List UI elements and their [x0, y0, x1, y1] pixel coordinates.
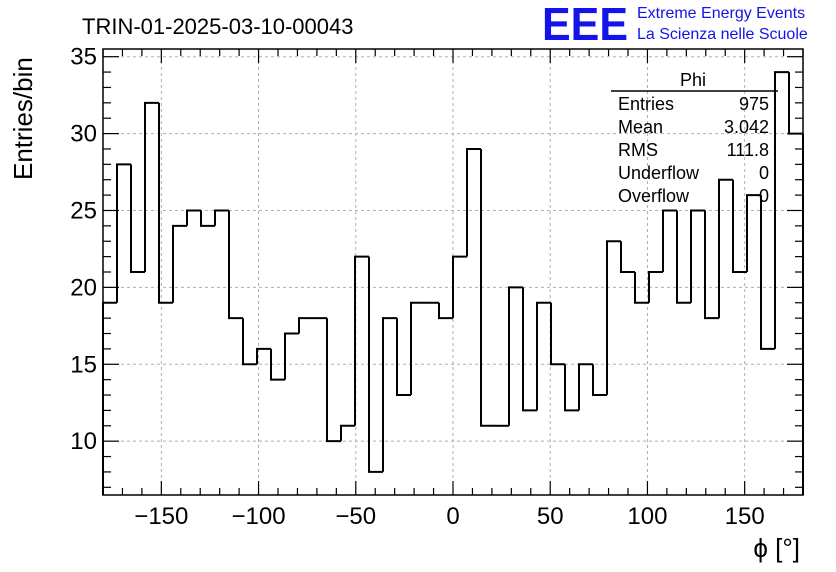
x-axis-label: ϕ [°] — [753, 533, 800, 563]
histogram-bin — [172, 224, 187, 303]
y-tick-label: 30 — [70, 121, 97, 148]
histogram-bin — [564, 364, 579, 412]
histogram-bin — [242, 318, 257, 366]
stats-title: Phi — [680, 70, 706, 90]
eee-logo: EEE — [542, 0, 628, 50]
stats-label-overflow: Overflow — [618, 186, 690, 206]
y-tick-label: 15 — [70, 351, 97, 378]
histogram-bin — [704, 210, 719, 320]
histogram-bin — [746, 194, 761, 272]
histogram-bin — [508, 286, 523, 426]
histogram-bin — [578, 363, 593, 411]
stats-box: Phi Entries 975 Mean 3.042 RMS 111.8 Und… — [611, 70, 778, 206]
histogram-bin — [592, 364, 607, 397]
x-tick-label: 150 — [725, 503, 765, 530]
stats-value-rms: 111.8 — [727, 140, 769, 160]
stats-label-underflow: Underflow — [618, 163, 700, 183]
chart-title: TRIN-01-2025-03-10-00043 — [82, 14, 354, 39]
histogram-bin — [452, 255, 467, 319]
x-tick-label: −50 — [335, 503, 376, 530]
histogram-bin — [158, 102, 173, 304]
histogram-bin — [480, 148, 495, 427]
histogram-bin — [648, 271, 663, 303]
histogram-bin — [718, 178, 733, 319]
histogram-bin — [676, 210, 691, 304]
histogram-bin — [550, 302, 565, 366]
x-tick-label: 50 — [537, 503, 564, 530]
stats-value-mean: 3.042 — [724, 117, 769, 137]
histogram-bin — [396, 318, 411, 397]
tick-labels: −150 −100 −50 0 50 100 150 10 15 20 25 30 35 — [70, 44, 764, 530]
histogram-bin — [326, 318, 341, 443]
histogram-bin — [382, 317, 397, 472]
logo-subtitle-line2: La Scienza nelle Scuole — [637, 26, 808, 43]
histogram-bin — [256, 347, 271, 365]
plot-frame — [102, 48, 804, 496]
histogram-bin — [662, 209, 677, 272]
histogram-bin — [774, 71, 789, 349]
histogram-bin — [634, 272, 649, 304]
histogram-bin — [522, 287, 537, 412]
y-tick-label: 10 — [70, 428, 97, 455]
histogram-bin — [214, 209, 229, 226]
x-tick-label: −150 — [134, 503, 188, 530]
stats-value-underflow: 0 — [759, 163, 769, 183]
histogram-bin — [466, 147, 481, 257]
x-tick-label: −100 — [232, 503, 286, 530]
histogram-bin — [760, 195, 775, 350]
stats-value-overflow: 0 — [759, 186, 769, 206]
histogram-bin — [270, 348, 285, 381]
histogram-bin — [620, 241, 635, 273]
logo-subtitle-line1: Extreme Energy Events — [637, 5, 805, 22]
histogram-bin — [186, 209, 201, 226]
y-tick-label: 35 — [70, 44, 97, 71]
histogram-bin — [536, 301, 551, 411]
histogram-bin — [144, 101, 159, 272]
y-axis-label: Entries/bin — [8, 57, 38, 180]
stats-label-entries: Entries — [618, 94, 674, 114]
histogram-bin — [340, 424, 355, 442]
histogram-bin — [200, 210, 215, 227]
y-tick-label: 25 — [70, 197, 97, 224]
stats-label-mean: Mean — [618, 117, 663, 137]
histogram-bin — [732, 179, 747, 273]
stats-value-entries: 975 — [739, 94, 769, 114]
histogram-bin — [690, 209, 705, 303]
y-tick-label: 20 — [70, 274, 97, 301]
histogram-bin — [116, 163, 131, 303]
histogram-bin — [438, 302, 453, 320]
histogram-bin — [228, 210, 243, 320]
histogram-bin — [298, 317, 313, 334]
histogram-bin — [284, 332, 299, 380]
histogram-bin — [130, 164, 145, 273]
histogram-bin — [606, 240, 621, 396]
x-tick-label: 100 — [627, 503, 667, 530]
stats-label-rms: RMS — [618, 140, 658, 160]
histogram-bin — [410, 301, 425, 396]
histogram-bin — [368, 256, 383, 473]
x-tick-label: 0 — [446, 503, 459, 530]
histogram-bin — [354, 255, 369, 426]
